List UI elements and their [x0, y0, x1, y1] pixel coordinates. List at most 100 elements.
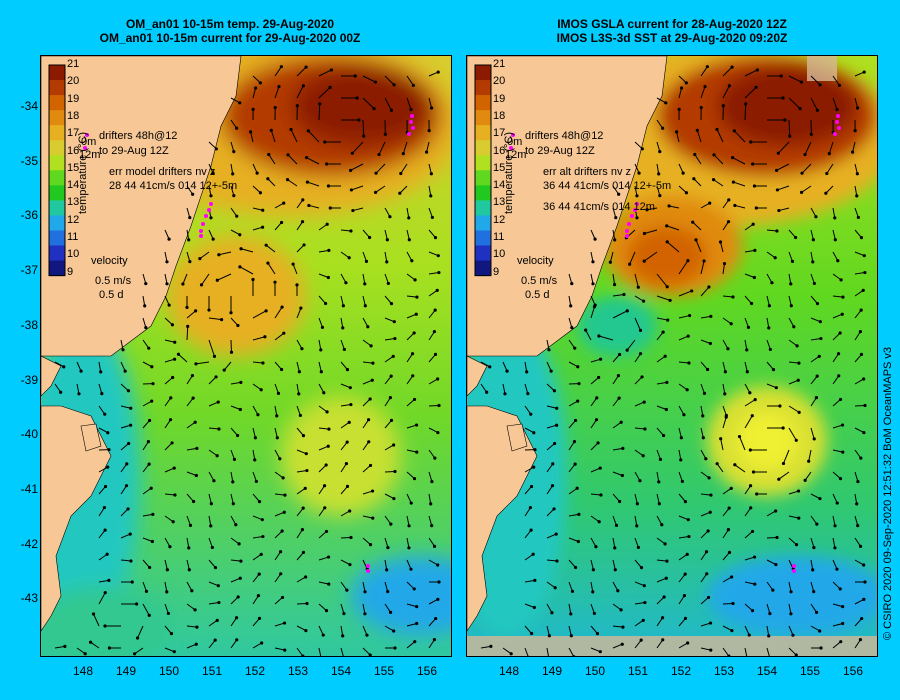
- current-vector-head: [702, 391, 707, 395]
- current-vector: [164, 515, 174, 523]
- current-vector: [700, 622, 711, 627]
- current-vector: [318, 295, 326, 304]
- current-vector-head: [836, 259, 840, 263]
- current-vector: [230, 317, 239, 326]
- current-vector-head: [385, 568, 389, 572]
- current-vector: [402, 141, 408, 154]
- current-vector: [590, 442, 599, 451]
- current-vector-head: [323, 506, 327, 510]
- current-vector: [340, 603, 345, 614]
- current-vector-head: [681, 171, 685, 175]
- current-vector: [678, 427, 682, 438]
- current-vector-head: [591, 590, 595, 594]
- current-vector: [265, 244, 276, 253]
- current-vector-head: [347, 256, 351, 260]
- current-vector: [384, 355, 394, 363]
- current-vector: [201, 273, 210, 286]
- current-vector: [318, 103, 321, 121]
- current-vector-head: [859, 352, 864, 356]
- drifter-point: [410, 114, 414, 118]
- current-vector-head: [663, 354, 667, 358]
- current-vector-head: [103, 624, 107, 628]
- current-vector: [678, 361, 690, 364]
- current-vector: [700, 361, 708, 370]
- current-vector-head: [129, 406, 133, 410]
- current-vector-head: [664, 576, 668, 580]
- colorbar-swatch: [475, 155, 491, 171]
- current-vector-head: [803, 152, 807, 157]
- current-vector-head: [635, 524, 639, 528]
- lon-tick-label: 154: [756, 664, 778, 678]
- current-vector: [362, 559, 368, 570]
- current-vector: [695, 239, 702, 253]
- current-vector-head: [217, 253, 221, 257]
- current-vector-head: [705, 367, 710, 372]
- current-vector-head: [347, 420, 351, 424]
- current-vector: [713, 154, 724, 165]
- current-vector-head: [856, 479, 860, 484]
- current-vector: [142, 559, 150, 568]
- current-vector: [384, 493, 395, 500]
- current-vector-head: [818, 83, 822, 87]
- current-vector-head: [409, 567, 413, 571]
- current-vector-head: [863, 403, 867, 408]
- current-vector: [230, 163, 234, 174]
- current-vector: [318, 69, 332, 77]
- current-vector-head: [319, 348, 323, 352]
- current-vector: [810, 295, 818, 304]
- current-vector-head: [768, 611, 772, 616]
- current-vector: [656, 493, 660, 504]
- current-vector-head: [437, 580, 441, 584]
- current-vector: [713, 179, 724, 187]
- current-vector: [384, 75, 395, 86]
- current-vector-head: [814, 610, 819, 614]
- current-vector-head: [187, 546, 191, 550]
- current-vector: [362, 339, 372, 347]
- drifter-point: [85, 133, 89, 137]
- current-vector: [629, 251, 636, 265]
- current-vector-head: [366, 418, 371, 422]
- current-vector-head: [261, 361, 265, 365]
- current-vector: [318, 223, 328, 231]
- current-vector: [766, 295, 770, 306]
- current-vector-head: [550, 484, 555, 488]
- current-vector-head: [529, 412, 533, 416]
- current-vector: [678, 553, 688, 561]
- current-vector: [766, 603, 771, 614]
- current-vector: [678, 75, 687, 84]
- current-vector: [274, 332, 285, 341]
- current-vector-head: [503, 392, 507, 396]
- current-vector-head: [367, 440, 371, 444]
- current-vector: [700, 530, 709, 539]
- current-vector-head: [833, 238, 837, 242]
- current-vector-head: [301, 84, 306, 88]
- current-vector-head: [399, 171, 403, 176]
- current-vector: [678, 642, 688, 649]
- current-vector: [318, 339, 322, 350]
- current-vector-head: [645, 208, 649, 212]
- current-vector: [428, 289, 438, 297]
- current-vector: [120, 533, 131, 539]
- current-vector-head: [593, 237, 597, 241]
- colorbar-swatch: [49, 80, 65, 96]
- current-vector-head: [814, 215, 818, 219]
- current-vector: [384, 444, 394, 451]
- current-vector: [700, 597, 709, 605]
- current-vector-head: [348, 509, 352, 513]
- current-vector: [732, 157, 746, 165]
- current-vector: [318, 405, 328, 413]
- current-vector-head: [841, 450, 845, 454]
- current-vector-head: [619, 608, 623, 612]
- current-vector-head: [368, 463, 373, 468]
- current-vector-head: [235, 214, 239, 218]
- current-vector-head: [815, 302, 820, 306]
- current-vector: [766, 581, 774, 591]
- current-vector-head: [706, 529, 710, 533]
- current-vector-head: [280, 529, 284, 533]
- current-vector: [810, 427, 815, 440]
- current-vector-head: [835, 567, 839, 571]
- current-vector-head: [704, 550, 709, 554]
- current-vector: [406, 353, 413, 363]
- current-vector-head: [345, 588, 349, 592]
- current-vector-head: [132, 652, 137, 656]
